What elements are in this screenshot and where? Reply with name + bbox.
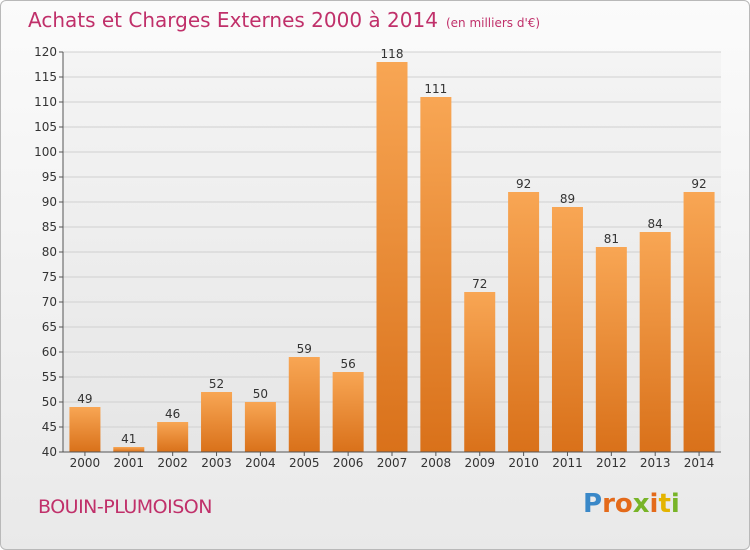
y-tick-label: 80 — [42, 245, 57, 259]
bar-2000 — [69, 407, 101, 452]
x-tick-label: 2008 — [421, 456, 452, 470]
x-tick-label: 2001 — [114, 456, 145, 470]
bar-2008 — [420, 97, 452, 452]
bar-2007 — [376, 62, 408, 452]
bar-value-label: 46 — [165, 407, 180, 421]
y-tick-label: 90 — [42, 195, 57, 209]
bar-2012 — [595, 247, 627, 452]
bar-value-label: 118 — [381, 47, 404, 61]
x-tick-label: 2005 — [289, 456, 320, 470]
y-tick-label: 55 — [42, 370, 57, 384]
x-tick-label: 2011 — [552, 456, 583, 470]
bar-value-label: 52 — [209, 377, 224, 391]
bar-2001 — [113, 447, 145, 452]
y-tick-label: 75 — [42, 270, 57, 284]
x-tick-label: 2006 — [333, 456, 364, 470]
y-axis: 40 45 50 55 60 65 70 75 80 85 90 95 100 105 110 115 120 — [34, 45, 64, 459]
bar-2014 — [683, 192, 715, 452]
bar-value-label: 49 — [77, 392, 92, 406]
y-tick-label: 60 — [42, 345, 57, 359]
x-tick-label: 2009 — [464, 456, 495, 470]
bar-2009 — [464, 292, 496, 452]
chart-subtitle: (en milliers d'€) — [445, 16, 541, 30]
x-tick-label: 2002 — [157, 456, 188, 470]
bar-2004 — [244, 402, 276, 452]
bar-2010 — [508, 192, 540, 452]
y-tick-label: 95 — [42, 170, 57, 184]
bar-value-label: 59 — [297, 342, 312, 356]
bar-value-label: 56 — [340, 357, 355, 371]
bar-value-label: 89 — [560, 192, 575, 206]
bar-2002 — [157, 422, 189, 452]
bar-value-label: 41 — [121, 432, 136, 446]
chart-title-text: Achats et Charges Externes 2000 à 2014 — [28, 8, 438, 32]
x-axis: 2000 2001 2002 2003 2004 2005 2006 2007 2008 2009… — [63, 451, 721, 470]
y-tick-label: 110 — [34, 95, 57, 109]
x-tick-label: 2004 — [245, 456, 276, 470]
brand-letter: t — [658, 489, 671, 519]
brand-letter: o — [614, 489, 633, 519]
bar-value-label: 92 — [691, 177, 706, 191]
brand-letter: r — [602, 489, 615, 519]
y-tick-label: 100 — [34, 145, 57, 159]
bar-2003 — [201, 392, 233, 452]
y-tick-label: 40 — [42, 445, 57, 459]
y-tick-label: 65 — [42, 320, 57, 334]
y-tick-label: 115 — [34, 70, 57, 84]
y-tick-label: 45 — [42, 420, 57, 434]
chart-title: Achats et Charges Externes 2000 à 2014 (e… — [28, 8, 540, 32]
bar-2006 — [332, 372, 364, 452]
x-tick-label: 2012 — [596, 456, 627, 470]
x-tick-label: 2007 — [377, 456, 408, 470]
y-tick-label: 105 — [34, 120, 57, 134]
bar-value-label: 72 — [472, 277, 487, 291]
bar-value-label: 50 — [253, 387, 268, 401]
x-tick-label: 2013 — [640, 456, 671, 470]
bar-value-label: 81 — [604, 232, 619, 246]
y-tick-label: 120 — [34, 45, 57, 59]
y-tick-label: 70 — [42, 295, 57, 309]
y-tick-label: 85 — [42, 220, 57, 234]
brand-letter: P — [583, 489, 603, 519]
bar-2011 — [551, 207, 583, 452]
bar-value-label: 92 — [516, 177, 531, 191]
proxiti-logo[interactable]: Proxiti — [583, 489, 680, 519]
x-tick-label: 2014 — [684, 456, 715, 470]
bar-2005 — [288, 357, 320, 452]
x-tick-label: 2000 — [70, 456, 101, 470]
bar-2013 — [639, 232, 671, 452]
commune-name: BOUIN-PLUMOISON — [38, 496, 212, 518]
brand-letter: x — [632, 489, 650, 519]
bar-value-label: 111 — [424, 82, 447, 96]
bar-value-label: 84 — [648, 217, 663, 231]
y-tick-label: 50 — [42, 395, 57, 409]
x-tick-label: 2003 — [201, 456, 232, 470]
x-tick-label: 2010 — [508, 456, 539, 470]
brand-letter: i — [649, 489, 659, 519]
bars: 49 41 46 52 50 59 56 118 111 72 92 89 81 84 92 — [69, 47, 715, 452]
brand-letter: i — [670, 489, 680, 519]
